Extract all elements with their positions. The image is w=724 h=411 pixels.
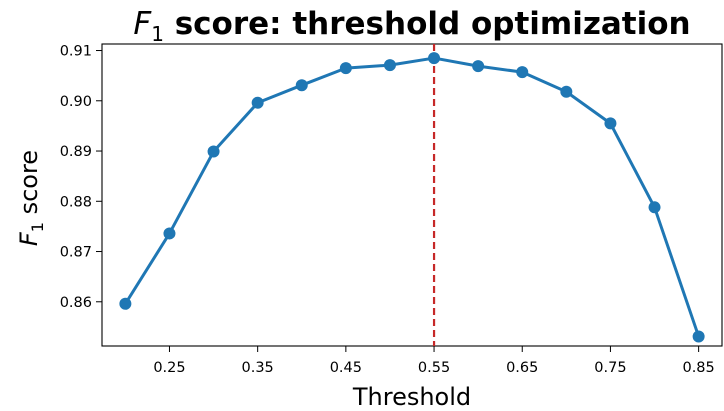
title-subscript: 1 bbox=[151, 22, 164, 46]
x-ticks: 0.25 0.35 0.45 0.55 0.65 0.75 0.85 bbox=[153, 346, 715, 376]
x-tick-label: 0.45 bbox=[330, 360, 362, 376]
ylabel-symbol: F bbox=[15, 231, 43, 246]
x-tick-label: 0.25 bbox=[153, 360, 185, 376]
title-symbol: F bbox=[133, 6, 152, 42]
data-point bbox=[119, 297, 132, 310]
y-tick-label: 0.89 bbox=[60, 144, 92, 160]
data-point bbox=[560, 85, 573, 98]
y-tick-label: 0.88 bbox=[60, 194, 92, 210]
x-tick-label: 0.35 bbox=[242, 360, 274, 376]
data-point bbox=[648, 201, 661, 214]
x-tick-label: 0.85 bbox=[682, 360, 714, 376]
title-text: score: threshold optimization bbox=[164, 6, 691, 42]
data-point bbox=[516, 66, 529, 79]
data-point bbox=[472, 60, 485, 73]
y-tick-label: 0.86 bbox=[60, 295, 92, 311]
data-point bbox=[207, 145, 220, 158]
ylabel-subscript: 1 bbox=[28, 222, 47, 232]
x-axis-label: Threshold bbox=[352, 383, 471, 411]
plot-area bbox=[119, 44, 705, 346]
chart-title: F1 score: threshold optimization bbox=[133, 6, 690, 46]
data-point bbox=[295, 79, 308, 92]
data-point bbox=[251, 96, 264, 109]
y-tick-label: 0.87 bbox=[60, 245, 92, 261]
ylabel-text: score bbox=[15, 150, 43, 222]
data-point bbox=[692, 330, 705, 343]
data-point bbox=[163, 227, 176, 240]
data-point bbox=[604, 117, 617, 130]
data-point bbox=[383, 59, 396, 72]
data-point bbox=[428, 52, 441, 65]
y-ticks: 0.86 0.87 0.88 0.89 0.90 0.91 bbox=[60, 44, 102, 311]
y-axis-label: F1 score bbox=[15, 150, 47, 246]
plot-frame bbox=[101, 43, 723, 347]
x-tick-label: 0.75 bbox=[594, 360, 626, 376]
data-point bbox=[339, 62, 352, 75]
x-tick-label: 0.65 bbox=[506, 360, 538, 376]
y-tick-label: 0.91 bbox=[60, 44, 92, 60]
series-line bbox=[124, 56, 701, 337]
x-tick-label: 0.55 bbox=[418, 360, 450, 376]
y-tick-label: 0.90 bbox=[60, 94, 92, 110]
